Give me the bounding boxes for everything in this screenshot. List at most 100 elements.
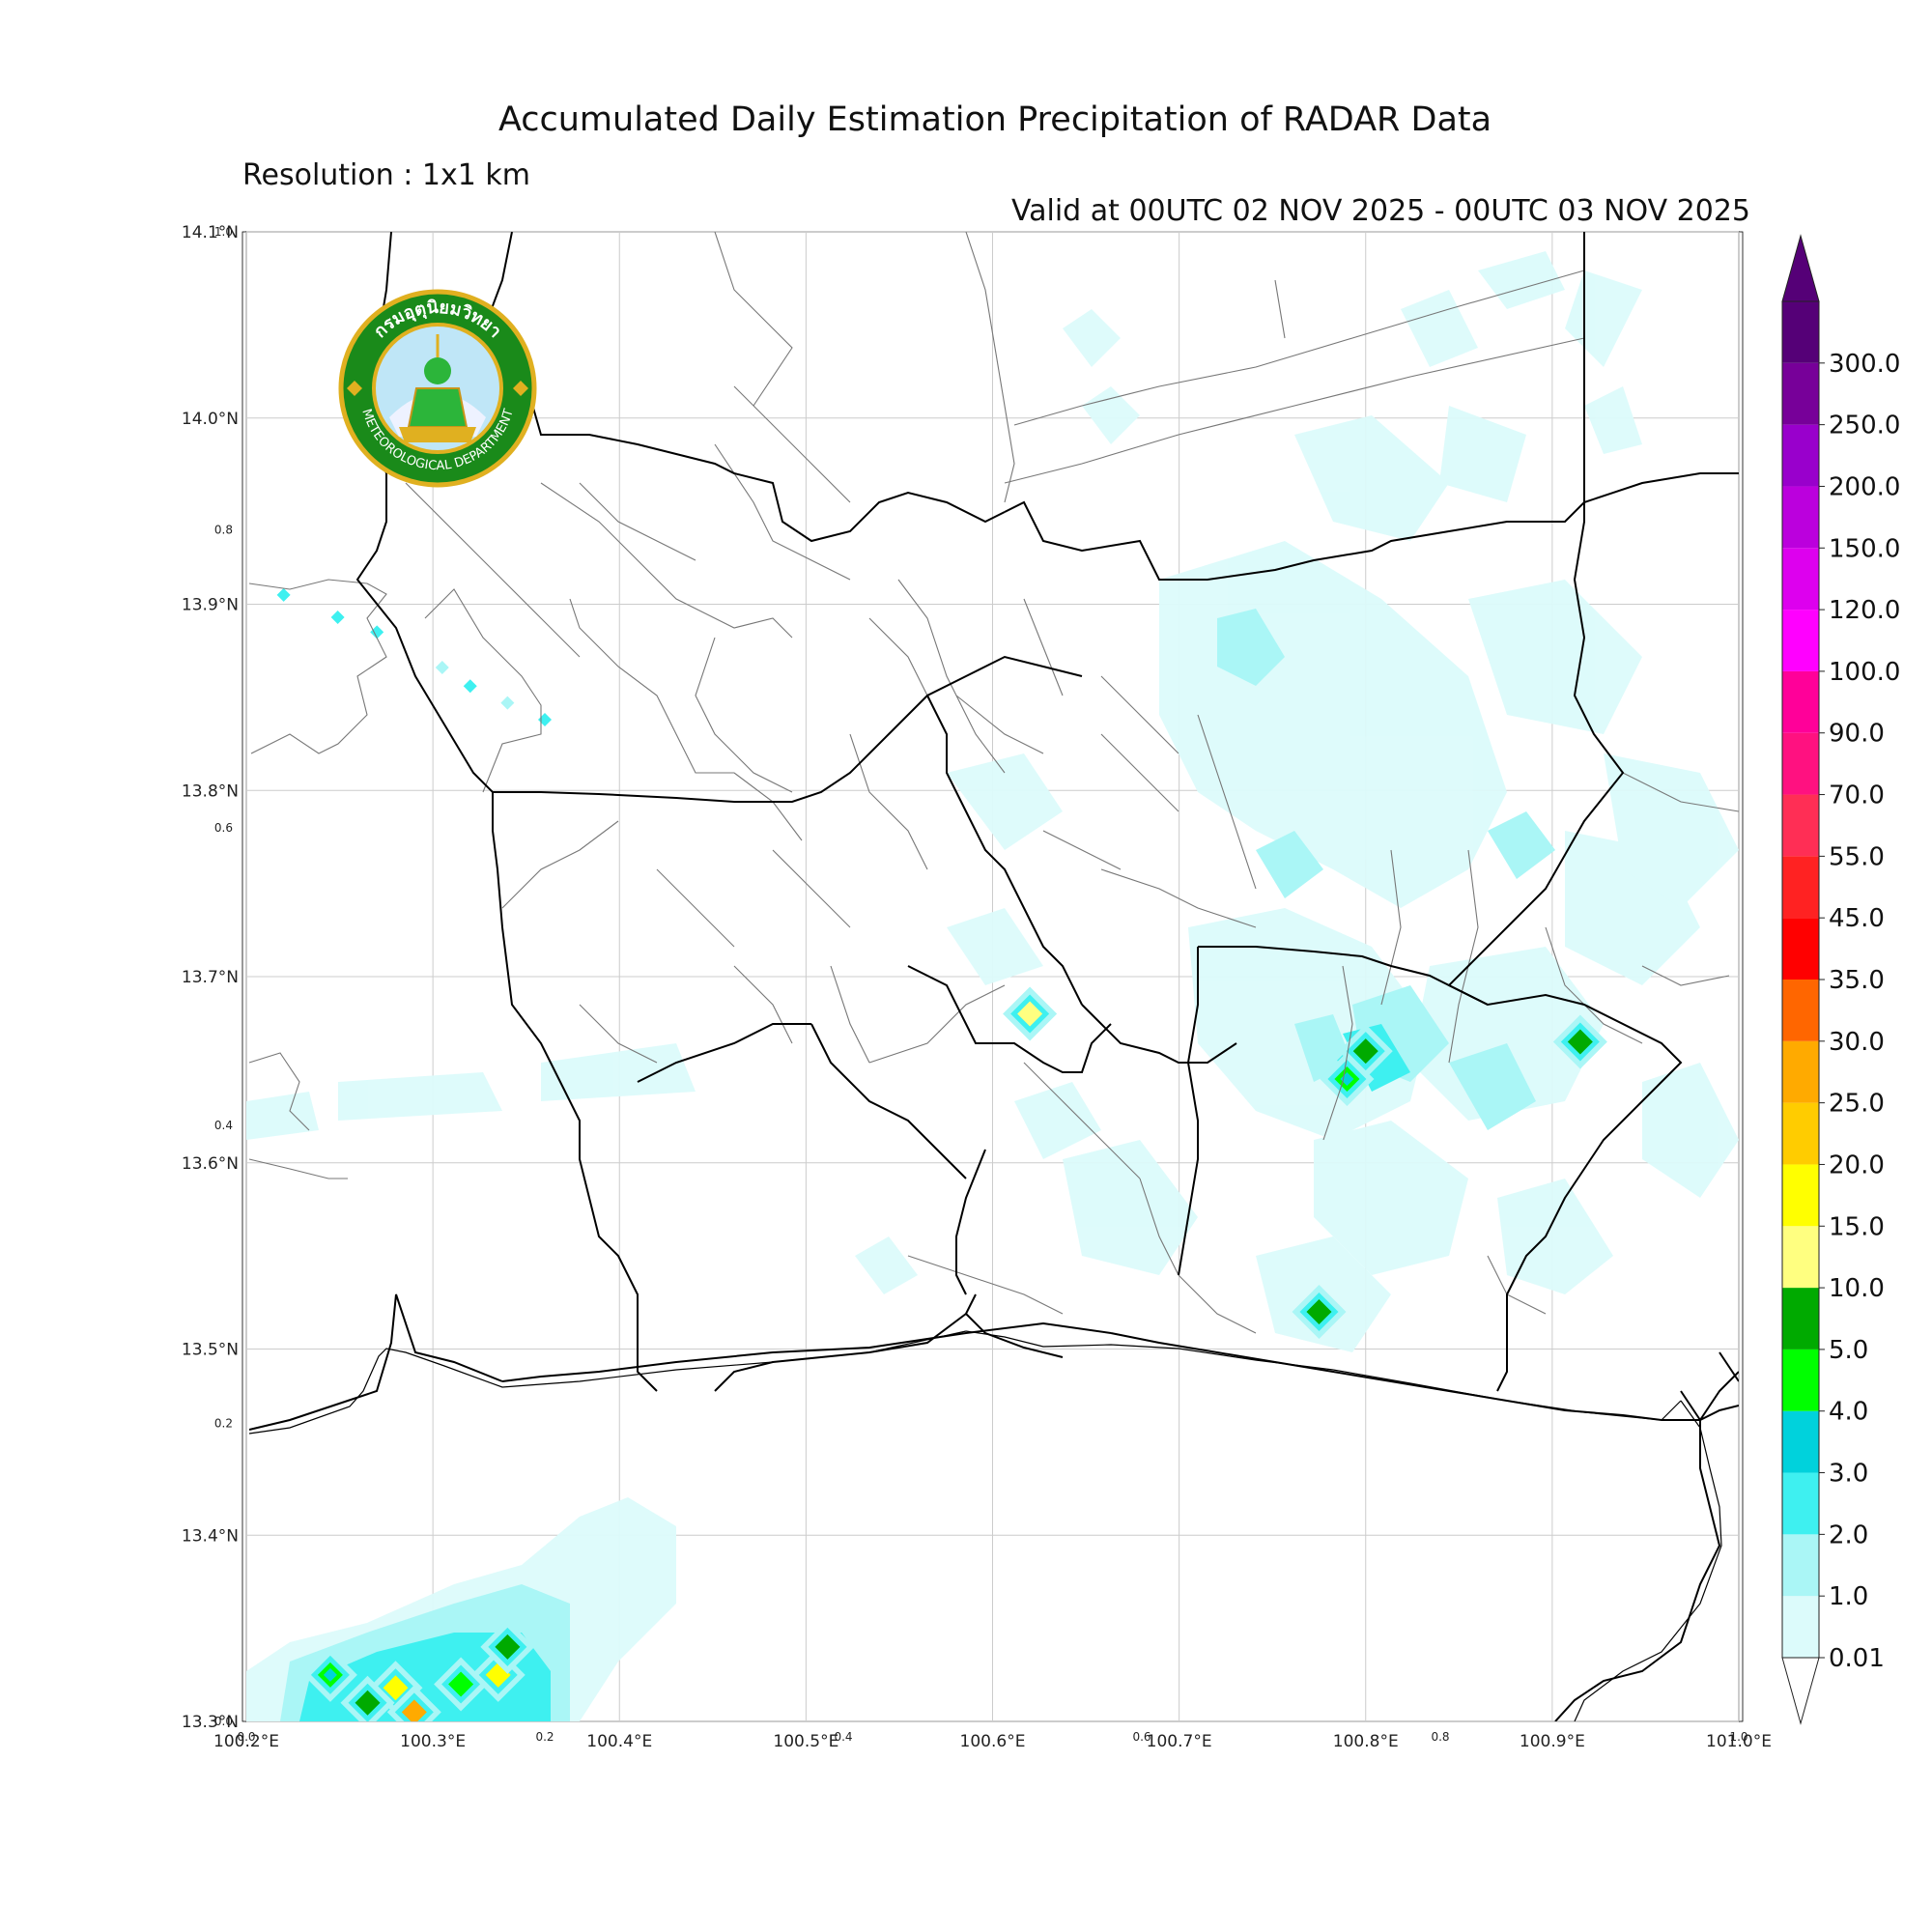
lon-tick-label: 100.2°E	[213, 1732, 279, 1751]
logo-deity-body	[407, 387, 469, 428]
lon-tick-label: 100.9°E	[1520, 1732, 1585, 1751]
rain-cell-mark	[323, 1667, 337, 1682]
lat-tick-label: 13.4°N	[182, 1526, 239, 1546]
colorbar-max-extension	[1781, 234, 1820, 302]
graticule	[245, 231, 1740, 1722]
rain-cell-mark	[435, 661, 449, 675]
rain-cell-mark	[276, 587, 291, 602]
colorbar-level-label: 45.0	[1829, 904, 1885, 933]
rain-cell-mark	[388, 1681, 403, 1695]
colorbar-segment	[1782, 980, 1819, 1041]
colorbar-level-label: 15.0	[1829, 1212, 1885, 1241]
logo-right-diamond	[513, 381, 528, 396]
lat-tick-label: 13.5°N	[182, 1341, 239, 1360]
rain-cell-mark	[500, 1639, 515, 1654]
valid-period: Valid at 00UTC 02 NOV 2025 - 00UTC 03 NO…	[1010, 194, 1750, 228]
logo-deity-head	[424, 357, 451, 384]
province-boundaries	[248, 232, 1739, 1721]
lat-tick-label: 14.0°N	[182, 410, 239, 429]
colorbar-level-label: 250.0	[1829, 412, 1900, 440]
map-title: Accumulated Daily Estimation Precipitati…	[497, 100, 1492, 139]
rain-cell-mark	[500, 696, 515, 710]
lon-tick-label: 100.7°E	[1147, 1732, 1212, 1751]
rain-cell-mark	[1023, 1007, 1037, 1021]
logo-throne	[399, 427, 476, 442]
rain-cell-mark	[463, 679, 477, 694]
colorbar-segment	[1782, 1288, 1819, 1350]
colorbar-level-label: 5.0	[1829, 1336, 1868, 1365]
colorbar-segment	[1782, 1102, 1819, 1165]
secondary-x-tick: 0.4	[834, 1730, 852, 1744]
rain-cell-mark	[1358, 1044, 1373, 1059]
logo-left-diamond	[347, 381, 362, 396]
longitude-ticks: 100.2°E 100.3°E 100.4°E 100.5°E 100.6°E 100.7…	[213, 1732, 1772, 1751]
secondary-y-tick: 0.4	[214, 1119, 233, 1132]
colorbar-level-label: 200.0	[1829, 472, 1900, 501]
lat-tick-label: 13.3°N	[182, 1713, 239, 1732]
admin-boundaries	[248, 232, 1739, 1721]
rain-cell-mark	[1312, 1304, 1326, 1319]
rain-cell-mark	[454, 1677, 469, 1691]
colorbar-segment	[1782, 610, 1819, 671]
lon-tick-label: 100.6°E	[960, 1732, 1026, 1751]
colorbar-segment	[1782, 794, 1819, 857]
rain-cell-mark	[407, 1705, 421, 1719]
colorbar-segment	[1782, 548, 1819, 611]
lon-tick-label: 101.0°E	[1706, 1732, 1772, 1751]
colorbar-level-label: 300.0	[1829, 350, 1900, 379]
colorbar-level-label: 35.0	[1829, 966, 1885, 995]
secondary-x-ticks: 0.0 0.2 0.4 0.6 0.8 1.0	[237, 1730, 1747, 1744]
colorbar-level-label: 30.0	[1829, 1028, 1885, 1057]
lat-tick-label: 13.6°N	[182, 1154, 239, 1174]
colorbar-segment	[1782, 732, 1819, 795]
rain-cell-mark	[330, 610, 345, 624]
tmd-logo: กรมอุตุนิยมวิทยา METEOROLOGICAL DEPARTME…	[338, 289, 537, 488]
colorbar-level-label: 25.0	[1829, 1090, 1885, 1119]
secondary-y-ticks: 0.0 0.2 0.4 0.6 0.8 1.0	[214, 225, 233, 1728]
secondary-x-tick: 0.0	[237, 1730, 255, 1744]
lon-tick-label: 100.5°E	[773, 1732, 838, 1751]
colorbar-segment	[1782, 1349, 1819, 1411]
colorbar-segment	[1782, 856, 1819, 919]
colorbar-segment	[1782, 1164, 1819, 1227]
secondary-y-tick: 0.2	[214, 1417, 233, 1431]
colorbar-level-label: 100.0	[1829, 658, 1900, 687]
lon-tick-label: 100.3°E	[400, 1732, 466, 1751]
colorbar-level-label: 1.0	[1829, 1582, 1868, 1611]
colorbar-level-label: 20.0	[1829, 1151, 1885, 1179]
secondary-y-tick: 0.6	[214, 821, 233, 835]
colorbar-segment	[1782, 670, 1819, 733]
district-boundaries	[248, 232, 1739, 1334]
colorbar-segment	[1782, 1040, 1819, 1103]
secondary-y-tick: 1.0	[214, 225, 233, 239]
secondary-x-tick: 0.8	[1431, 1730, 1449, 1744]
colorbar-segment	[1782, 1534, 1819, 1597]
lat-tick-label: 13.8°N	[182, 781, 239, 801]
colorbar: 0.01 1.0 2.0 3.0 4.0 5.0 10.0 15.0 20.0 25.0 30.0 3…	[1781, 234, 1900, 1725]
rain-cells	[276, 587, 1607, 1721]
colorbar-segment	[1782, 918, 1819, 980]
rain-cell-mark	[370, 625, 384, 639]
colorbar-segment	[1782, 362, 1819, 425]
secondary-y-tick: 0.0	[214, 1715, 233, 1728]
colorbar-segment	[1782, 1410, 1819, 1473]
colorbar-segment	[1782, 486, 1819, 549]
colorbar-segment	[1782, 1226, 1819, 1289]
colorbar-level-label: 150.0	[1829, 534, 1900, 563]
secondary-y-tick: 0.8	[214, 523, 233, 536]
colorbar-segment	[1782, 1596, 1819, 1658]
colorbar-level-label: 90.0	[1829, 720, 1885, 749]
colorbar-level-label: 55.0	[1829, 842, 1885, 871]
lat-tick-label: 14.1°N	[182, 223, 239, 242]
colorbar-min-extension	[1781, 1657, 1820, 1725]
colorbar-segment	[1782, 424, 1819, 487]
lon-tick-label: 100.4°E	[586, 1732, 652, 1751]
colorbar-level-label: 3.0	[1829, 1460, 1868, 1489]
colorbar-level-label: 70.0	[1829, 781, 1885, 810]
lat-tick-label: 13.9°N	[182, 596, 239, 615]
colorbar-segment	[1782, 301, 1819, 363]
secondary-x-tick: 1.0	[1729, 1730, 1747, 1744]
colorbar-segment	[1782, 1472, 1819, 1535]
secondary-x-tick: 0.6	[1132, 1730, 1151, 1744]
